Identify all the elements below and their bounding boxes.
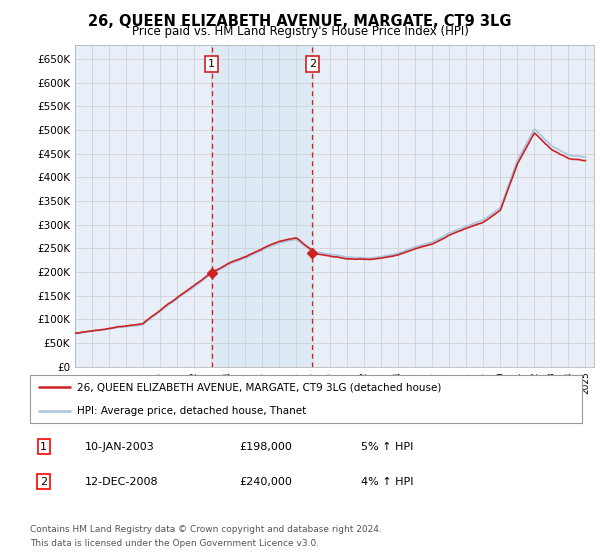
Text: 2: 2 [40, 477, 47, 487]
Text: 1: 1 [208, 59, 215, 69]
Text: 1: 1 [40, 442, 47, 451]
Text: £198,000: £198,000 [240, 442, 293, 451]
Text: 26, QUEEN ELIZABETH AVENUE, MARGATE, CT9 3LG (detached house): 26, QUEEN ELIZABETH AVENUE, MARGATE, CT9… [77, 382, 441, 392]
Text: 4% ↑ HPI: 4% ↑ HPI [361, 477, 414, 487]
Text: 5% ↑ HPI: 5% ↑ HPI [361, 442, 413, 451]
FancyBboxPatch shape [30, 375, 582, 423]
Text: HPI: Average price, detached house, Thanet: HPI: Average price, detached house, Than… [77, 406, 306, 416]
Text: 10-JAN-2003: 10-JAN-2003 [85, 442, 155, 451]
Text: Contains HM Land Registry data © Crown copyright and database right 2024.: Contains HM Land Registry data © Crown c… [30, 525, 382, 534]
Text: This data is licensed under the Open Government Licence v3.0.: This data is licensed under the Open Gov… [30, 539, 319, 548]
Text: 2: 2 [309, 59, 316, 69]
Text: 12-DEC-2008: 12-DEC-2008 [85, 477, 159, 487]
Bar [212, 45, 313, 367]
Text: £240,000: £240,000 [240, 477, 293, 487]
Text: 26, QUEEN ELIZABETH AVENUE, MARGATE, CT9 3LG: 26, QUEEN ELIZABETH AVENUE, MARGATE, CT9… [88, 14, 512, 29]
Text: Price paid vs. HM Land Registry's House Price Index (HPI): Price paid vs. HM Land Registry's House … [131, 25, 469, 38]
